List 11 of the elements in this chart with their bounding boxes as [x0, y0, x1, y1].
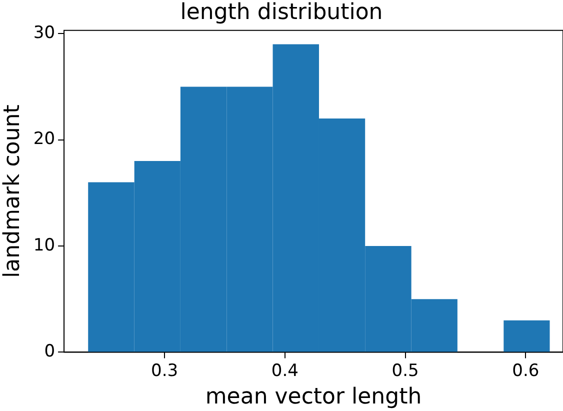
y-tick-label: 0	[44, 342, 56, 362]
x-axis-title: mean vector length	[205, 384, 422, 410]
x-tick-label: 0.5	[392, 360, 419, 381]
y-axis-title: landmark count	[0, 104, 25, 278]
chart-title: length distribution	[180, 0, 383, 25]
y-tick-label: 20	[33, 129, 56, 150]
y-tick-label: 10	[33, 235, 56, 256]
x-tick-label: 0.3	[151, 360, 178, 381]
y-tick-label: 30	[33, 23, 56, 44]
x-tick-label: 0.6	[512, 360, 540, 381]
x-tick-label: 0.4	[271, 360, 298, 381]
